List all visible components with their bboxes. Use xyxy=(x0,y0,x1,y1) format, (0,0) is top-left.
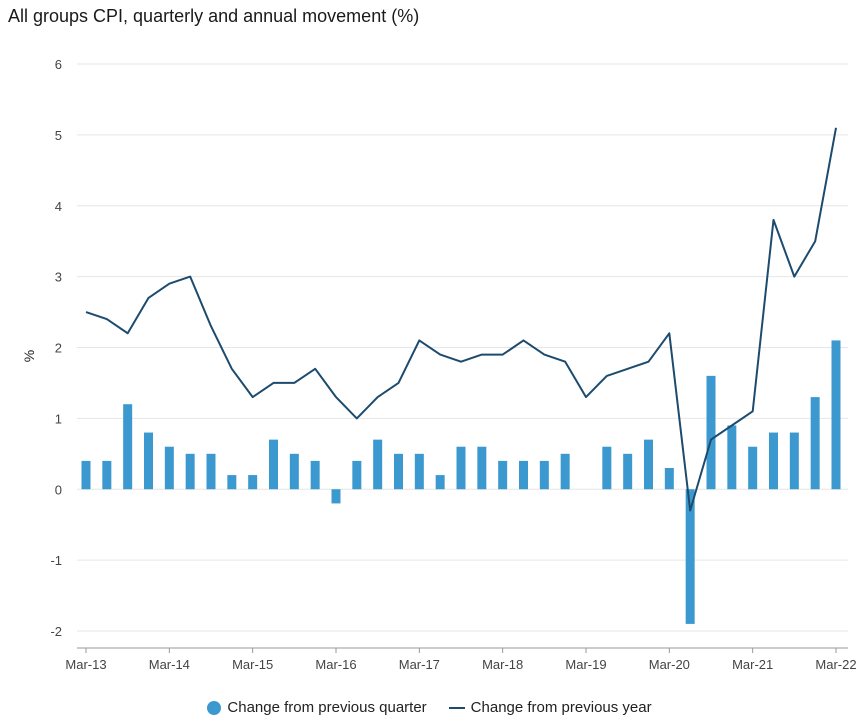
x-tick-label: Mar-14 xyxy=(149,657,190,672)
bar xyxy=(498,461,507,489)
bar xyxy=(123,404,132,489)
x-tick-label: Mar-17 xyxy=(399,657,440,672)
bar xyxy=(332,489,341,503)
bar xyxy=(832,340,841,489)
x-tick-label: Mar-16 xyxy=(315,657,356,672)
legend: Change from previous quarter Change from… xyxy=(0,699,859,716)
bar xyxy=(394,454,403,489)
y-tick-label: 5 xyxy=(55,128,62,143)
bar xyxy=(415,454,424,489)
x-tick-label: Mar-22 xyxy=(815,657,856,672)
x-tick-label: Mar-19 xyxy=(565,657,606,672)
x-tick-label: Mar-15 xyxy=(232,657,273,672)
bar xyxy=(248,475,257,489)
legend-line-icon xyxy=(449,707,465,709)
bar xyxy=(186,454,195,489)
x-tick-label: Mar-18 xyxy=(482,657,523,672)
bar xyxy=(269,440,278,490)
bar xyxy=(457,447,466,490)
bar xyxy=(144,433,153,490)
bar xyxy=(665,468,674,489)
bar xyxy=(102,461,111,489)
x-axis-ticks: Mar-13 Mar-14 Mar-15 Mar-16 Mar-17 Mar-18 Mar-… xyxy=(65,648,856,672)
bar xyxy=(790,433,799,490)
legend-item-quarter[interactable]: Change from previous quarter xyxy=(207,699,426,716)
y-tick-label: 6 xyxy=(55,57,62,72)
bar xyxy=(707,376,716,489)
x-tick-label: Mar-21 xyxy=(732,657,773,672)
bar xyxy=(352,461,361,489)
bar xyxy=(207,454,216,489)
bar xyxy=(82,461,91,489)
y-axis-label: % xyxy=(21,350,37,362)
bar xyxy=(561,454,570,489)
y-tick-label: -1 xyxy=(50,553,62,568)
bar xyxy=(311,461,320,489)
legend-label-quarter: Change from previous quarter xyxy=(227,699,426,716)
x-tick-label: Mar-13 xyxy=(65,657,106,672)
bar xyxy=(769,433,778,490)
y-tick-label: 1 xyxy=(55,411,62,426)
bar xyxy=(477,447,486,490)
y-tick-label: 4 xyxy=(55,199,62,214)
bar xyxy=(602,447,611,490)
y-tick-label: 3 xyxy=(55,270,62,285)
bar xyxy=(748,447,757,490)
bar xyxy=(519,461,528,489)
bar xyxy=(373,440,382,490)
bar xyxy=(290,454,299,489)
bar xyxy=(811,397,820,489)
y-tick-label: 2 xyxy=(55,341,62,356)
bar xyxy=(727,425,736,489)
legend-dot-icon xyxy=(207,701,221,715)
y-tick-label: -2 xyxy=(50,624,62,639)
bar xyxy=(644,440,653,490)
y-tick-label: 0 xyxy=(55,482,62,497)
legend-item-year[interactable]: Change from previous year xyxy=(449,699,652,716)
bar xyxy=(227,475,236,489)
bar-series xyxy=(82,340,841,623)
bar xyxy=(540,461,549,489)
y-axis-ticks: -2 -1 0 1 2 3 4 5 6 xyxy=(50,57,62,639)
bar xyxy=(436,475,445,489)
x-tick-label: Mar-20 xyxy=(649,657,690,672)
legend-label-year: Change from previous year xyxy=(471,699,652,716)
gridlines xyxy=(77,64,848,648)
bar xyxy=(165,447,174,490)
bar xyxy=(623,454,632,489)
